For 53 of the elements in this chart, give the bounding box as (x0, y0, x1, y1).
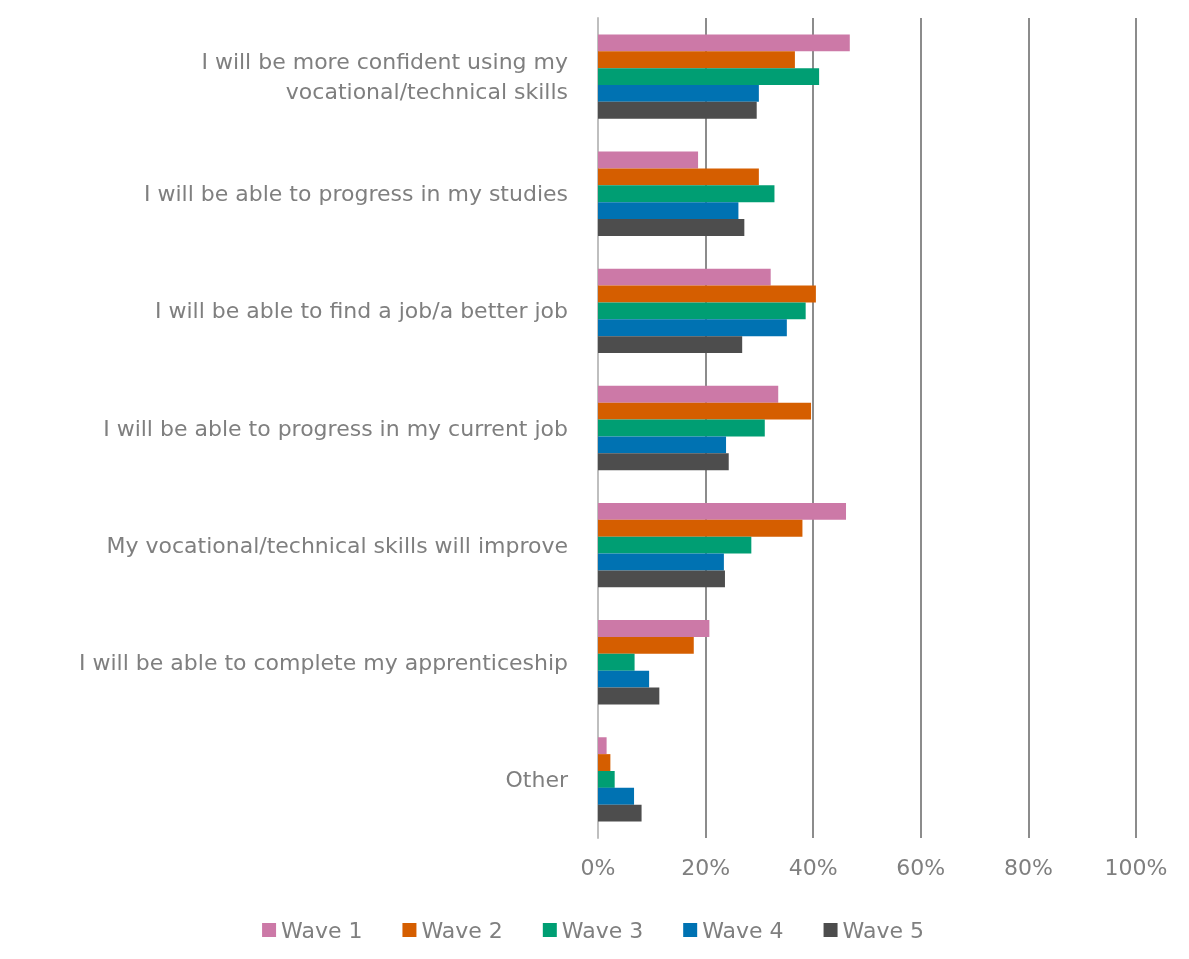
bar (598, 670, 650, 688)
bar (598, 151, 699, 169)
x-tick-label: 40% (788, 854, 838, 880)
bar (598, 285, 816, 303)
bar (598, 653, 635, 671)
bar (598, 51, 795, 69)
bar (598, 202, 739, 220)
x-tick-label: 60% (896, 854, 946, 880)
legend-label: Wave 4 (702, 917, 784, 943)
bar (598, 302, 806, 320)
x-tick-label: 20% (681, 854, 731, 880)
bar (598, 85, 759, 102)
bar (598, 636, 694, 654)
bar (598, 536, 752, 554)
y-tick-label: I will be able to progress in my studies (143, 181, 568, 207)
bar (598, 336, 743, 354)
bar (598, 687, 660, 705)
bar (598, 385, 779, 403)
legend-label: Wave 1 (281, 917, 363, 943)
x-tick-label: 0% (580, 854, 616, 880)
y-tick-label: I will be able to progress in my current job (103, 415, 568, 441)
bar (598, 770, 615, 788)
bar (598, 737, 607, 755)
y-tick-label: I will be able to complete my apprenticeship (79, 649, 568, 675)
bar (598, 453, 729, 471)
bar (598, 34, 850, 52)
bar (598, 101, 757, 119)
bar (598, 519, 803, 537)
bar (598, 804, 642, 822)
legend-label: Wave 3 (561, 917, 644, 943)
bar (598, 268, 771, 286)
bar (598, 168, 759, 186)
legend-label: Wave 5 (842, 917, 924, 943)
bar (598, 185, 775, 203)
bar (598, 436, 727, 454)
bar (598, 419, 765, 437)
y-tick-label: My vocational/technical skills will improve (106, 532, 568, 558)
legend-label: Wave 2 (421, 917, 503, 943)
y-tick-label: Other (505, 766, 569, 792)
bar (598, 570, 725, 588)
bar (598, 402, 812, 420)
x-tick-label: 80% (1003, 854, 1053, 880)
bar (598, 219, 745, 236)
bar (598, 620, 710, 637)
x-tick-label: 100% (1104, 854, 1168, 880)
bar (598, 553, 724, 571)
bar (598, 68, 820, 86)
bar (598, 787, 635, 805)
y-tick-label: I will be more confident using my vocational/technical skills (201, 49, 568, 105)
bar (598, 754, 611, 771)
bar (598, 319, 787, 337)
y-tick-label: I will be able to find a job/a better job (155, 298, 568, 324)
bar (598, 502, 847, 520)
